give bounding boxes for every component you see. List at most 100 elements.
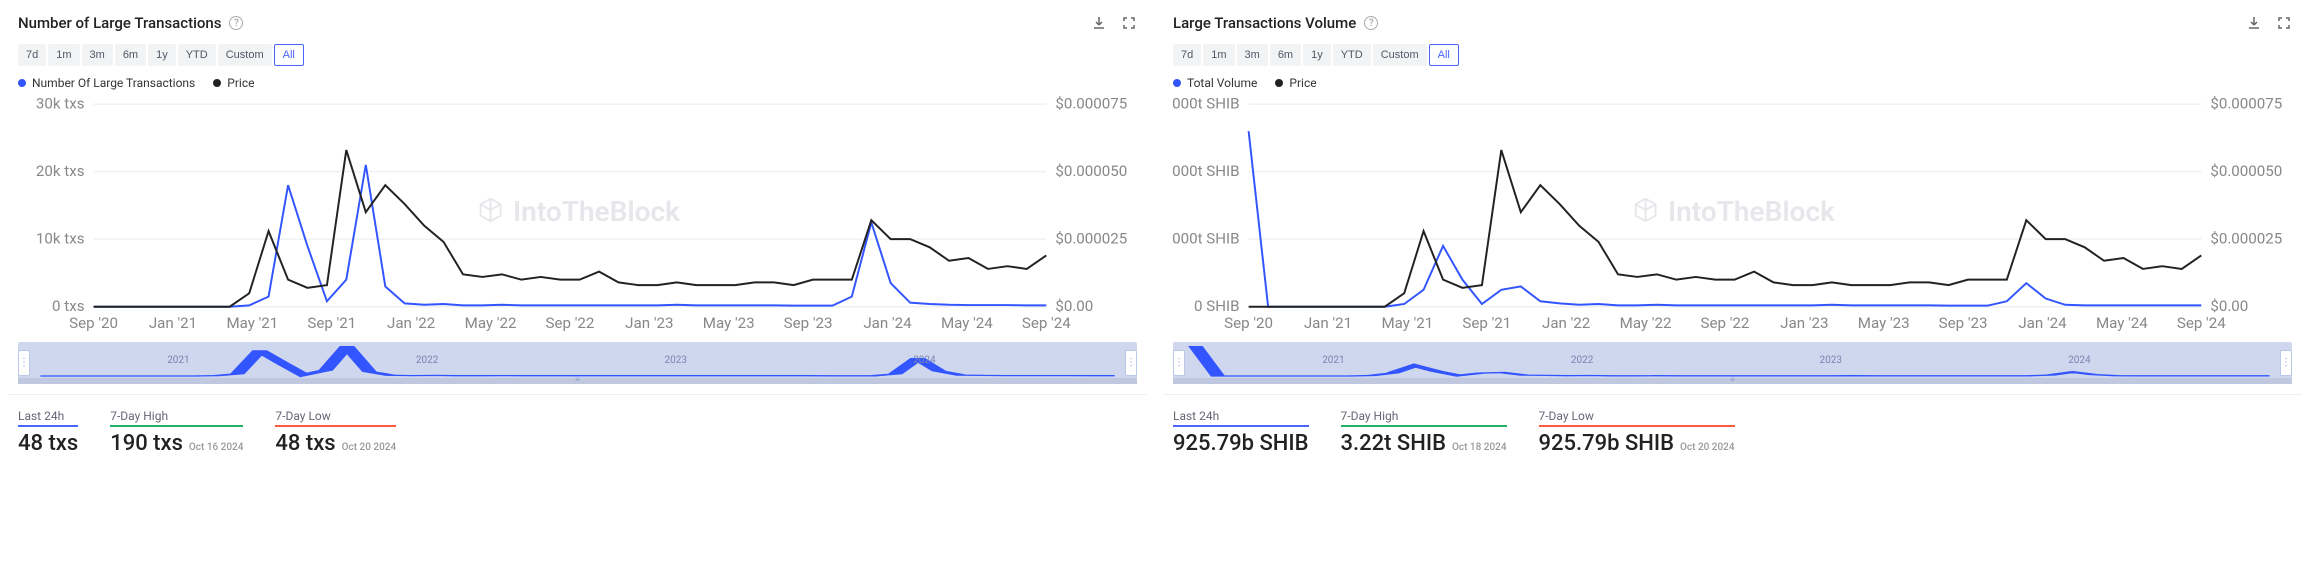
- download-icon[interactable]: [1091, 15, 1107, 31]
- range-btn-3m[interactable]: 3m: [1237, 44, 1268, 66]
- brush-handle-right[interactable]: [1125, 350, 1137, 376]
- range-btn-ytd[interactable]: YTD: [178, 44, 216, 66]
- brush-navigator[interactable]: 2021 2022 2023 2024: [18, 342, 1137, 384]
- range-btn-3m[interactable]: 3m: [82, 44, 113, 66]
- range-selector: 7d1m3m6m1yYTDCustomAll: [8, 38, 1147, 72]
- range-btn-6m[interactable]: 6m: [115, 44, 146, 66]
- range-btn-1y[interactable]: 1y: [148, 44, 176, 66]
- svg-text:Sep '21: Sep '21: [307, 314, 356, 332]
- legend-item[interactable]: Total Volume: [1173, 76, 1257, 90]
- download-icon[interactable]: [2246, 15, 2262, 31]
- panel-right: Large Transactions Volume? 7d1m3m6m1yYTDC…: [1163, 8, 2302, 462]
- range-btn-ytd[interactable]: YTD: [1333, 44, 1371, 66]
- legend: Total Volume Price: [1163, 72, 2302, 92]
- svg-text:1,000t SHIB: 1,000t SHIB: [1173, 230, 1240, 248]
- stat-7day-low: 7-Day Low48 txsOct 20 2024: [275, 409, 396, 456]
- svg-text:Jan '24: Jan '24: [863, 314, 912, 332]
- svg-text:0 SHIB: 0 SHIB: [1194, 297, 1240, 315]
- brush-handle-left[interactable]: [18, 350, 30, 376]
- brush-year-label: 2023: [1820, 355, 1842, 366]
- svg-text:Sep '22: Sep '22: [546, 314, 595, 332]
- svg-text:May '23: May '23: [1858, 314, 1910, 332]
- range-btn-1m[interactable]: 1m: [1203, 44, 1234, 66]
- range-selector: 7d1m3m6m1yYTDCustomAll: [1163, 38, 2302, 72]
- range-btn-custom[interactable]: Custom: [218, 44, 272, 66]
- svg-text:Sep '21: Sep '21: [1462, 314, 1511, 332]
- expand-icon[interactable]: [1121, 15, 1137, 31]
- expand-icon[interactable]: [2276, 15, 2292, 31]
- range-btn-7d[interactable]: 7d: [18, 44, 46, 66]
- svg-text:Sep '23: Sep '23: [784, 314, 833, 332]
- svg-text:May '21: May '21: [226, 314, 278, 332]
- brush-year-label: 2024: [2068, 355, 2090, 366]
- svg-text:May '23: May '23: [703, 314, 755, 332]
- svg-text:30k txs: 30k txs: [36, 95, 85, 113]
- range-btn-6m[interactable]: 6m: [1270, 44, 1301, 66]
- svg-text:$0.00: $0.00: [1055, 297, 1093, 315]
- svg-text:Jan '23: Jan '23: [625, 314, 673, 332]
- svg-text:Jan '24: Jan '24: [2018, 314, 2067, 332]
- svg-text:Sep '23: Sep '23: [1939, 314, 1988, 332]
- stat-7day-high: 7-Day High190 txsOct 16 2024: [110, 409, 243, 456]
- range-btn-1y[interactable]: 1y: [1303, 44, 1331, 66]
- help-icon[interactable]: ?: [1364, 16, 1378, 30]
- svg-text:Jan '21: Jan '21: [1304, 314, 1352, 332]
- brush-navigator[interactable]: 2021 2022 2023 2024: [1173, 342, 2292, 384]
- range-btn-7d[interactable]: 7d: [1173, 44, 1201, 66]
- main-chart[interactable]: IntoTheBlock0 SHIB1,000t SHIB2,000t SHIB…: [1163, 92, 2302, 338]
- svg-text:$0.000050: $0.000050: [2210, 162, 2282, 180]
- stat-7day-low: 7-Day Low925.79b SHIBOct 20 2024: [1539, 409, 1735, 456]
- legend-item[interactable]: Number Of Large Transactions: [18, 76, 195, 90]
- svg-text:2,000t SHIB: 2,000t SHIB: [1173, 162, 1240, 180]
- stat-last24: Last 24h925.79b SHIB: [1173, 409, 1309, 456]
- legend-item[interactable]: Price: [213, 76, 254, 90]
- brush-year-label: 2021: [1322, 355, 1344, 366]
- stat-last24: Last 24h48 txs: [18, 409, 78, 456]
- svg-text:Sep '20: Sep '20: [69, 314, 118, 332]
- svg-text:$0.000075: $0.000075: [1055, 95, 1127, 113]
- brush-year-label: 2022: [1571, 355, 1593, 366]
- range-btn-custom[interactable]: Custom: [1373, 44, 1427, 66]
- brush-year-label: 2022: [416, 355, 438, 366]
- range-btn-all[interactable]: All: [274, 44, 304, 66]
- svg-text:10k txs: 10k txs: [36, 230, 85, 248]
- brush-scrollbar[interactable]: [18, 378, 1137, 384]
- panel-left: Number of Large Transactions? 7d1m3m6m1yY…: [8, 8, 1147, 462]
- brush-year-label: 2021: [167, 355, 189, 366]
- svg-text:$0.000025: $0.000025: [2210, 230, 2282, 248]
- stats-row: Last 24h48 txs 7-Day High190 txsOct 16 20…: [8, 394, 1147, 462]
- range-btn-all[interactable]: All: [1429, 44, 1459, 66]
- svg-text:Jan '22: Jan '22: [1542, 314, 1590, 332]
- brush-handle-right[interactable]: [2280, 350, 2292, 376]
- panel-title: Number of Large Transactions?: [18, 14, 243, 32]
- brush-year-label: 2024: [913, 355, 935, 366]
- brush-scrollbar[interactable]: [1173, 378, 2292, 384]
- svg-text:$0.000075: $0.000075: [2210, 95, 2282, 113]
- svg-text:20k txs: 20k txs: [36, 162, 85, 180]
- svg-text:$0.000050: $0.000050: [1055, 162, 1127, 180]
- svg-text:May '22: May '22: [465, 314, 517, 332]
- main-chart[interactable]: IntoTheBlock0 txs10k txs20k txs30k txs$0…: [8, 92, 1147, 338]
- stats-row: Last 24h925.79b SHIB 7-Day High3.22t SHIB…: [1163, 394, 2302, 462]
- panel-title: Large Transactions Volume?: [1173, 14, 1378, 32]
- stat-7day-high: 7-Day High3.22t SHIBOct 18 2024: [1341, 409, 1507, 456]
- svg-text:3,000t SHIB: 3,000t SHIB: [1173, 95, 1240, 113]
- svg-text:Sep '22: Sep '22: [1701, 314, 1750, 332]
- svg-text:Sep '20: Sep '20: [1224, 314, 1273, 332]
- legend-item[interactable]: Price: [1275, 76, 1316, 90]
- svg-text:Sep '24: Sep '24: [2177, 314, 2226, 332]
- svg-text:May '24: May '24: [2096, 314, 2148, 332]
- brush-handle-left[interactable]: [1173, 350, 1185, 376]
- svg-text:May '22: May '22: [1620, 314, 1672, 332]
- legend: Number Of Large Transactions Price: [8, 72, 1147, 92]
- svg-text:$0.00: $0.00: [2210, 297, 2248, 315]
- svg-text:May '21: May '21: [1381, 314, 1433, 332]
- help-icon[interactable]: ?: [229, 16, 243, 30]
- range-btn-1m[interactable]: 1m: [48, 44, 79, 66]
- brush-year-label: 2023: [665, 355, 687, 366]
- svg-text:Jan '23: Jan '23: [1780, 314, 1828, 332]
- svg-text:0 txs: 0 txs: [52, 297, 85, 315]
- svg-text:May '24: May '24: [941, 314, 993, 332]
- svg-text:Jan '21: Jan '21: [149, 314, 197, 332]
- svg-text:$0.000025: $0.000025: [1055, 230, 1127, 248]
